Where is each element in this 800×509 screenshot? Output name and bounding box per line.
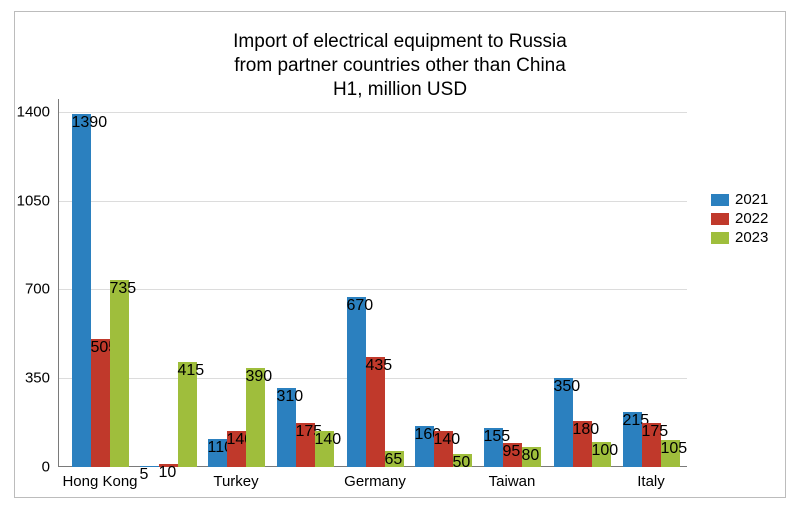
chart-title-line: Import of electrical equipment to Russia: [15, 30, 785, 54]
legend-swatch: [711, 194, 729, 206]
bar: 215: [623, 412, 642, 467]
legend-item: 2023: [711, 229, 768, 246]
bar: 5: [140, 466, 159, 467]
gridline: [58, 201, 687, 202]
y-tick-label: 700: [25, 281, 50, 298]
bar: 140: [227, 431, 246, 467]
bar: 140: [315, 431, 334, 467]
bar: 390: [246, 368, 265, 467]
bar: 110: [208, 439, 227, 467]
bar: 50: [453, 454, 472, 467]
bar: 140: [434, 431, 453, 467]
chart-title-line: from partner countries other than China: [15, 54, 785, 78]
bar: 435: [366, 357, 385, 467]
bar: 180: [573, 421, 592, 467]
x-tick-label: Taiwan: [489, 473, 536, 490]
legend-swatch: [711, 232, 729, 244]
bar: 65: [385, 451, 404, 467]
bar: 175: [642, 423, 661, 467]
chart-title: Import of electrical equipment to Russia…: [15, 30, 785, 101]
x-tick-label: Hong Kong: [62, 473, 137, 490]
legend-label: 2023: [735, 229, 768, 246]
gridline: [58, 289, 687, 290]
bar: 175: [296, 423, 315, 467]
y-axis: [58, 99, 59, 467]
bar: 95: [503, 443, 522, 467]
bar: 155: [484, 428, 503, 467]
bar: 350: [554, 378, 573, 467]
bar: 310: [277, 388, 296, 467]
legend-item: 2022: [711, 210, 768, 227]
bar: 100: [592, 442, 611, 467]
x-tick-label: Turkey: [213, 473, 258, 490]
y-tick-label: 0: [42, 459, 50, 476]
bar: 10: [159, 464, 178, 467]
bar: 105: [661, 440, 680, 467]
legend-label: 2021: [735, 191, 768, 208]
bar: 80: [522, 447, 541, 467]
x-tick-label: Germany: [344, 473, 406, 490]
bar: 670: [347, 297, 366, 467]
chart-frame: Import of electrical equipment to Russia…: [14, 11, 786, 498]
y-tick-label: 1050: [17, 192, 50, 209]
plot-area: 0350700105014001390505735510415110140390…: [58, 99, 687, 467]
chart-title-line: H1, million USD: [15, 78, 785, 102]
gridline: [58, 112, 687, 113]
bar: 505: [91, 339, 110, 467]
legend-swatch: [711, 213, 729, 225]
bar: 1390: [72, 114, 91, 467]
bar: 160: [415, 426, 434, 467]
legend-label: 2022: [735, 210, 768, 227]
x-tick-label: Italy: [637, 473, 665, 490]
y-tick-label: 1400: [17, 103, 50, 120]
bar: 415: [178, 362, 197, 467]
y-tick-label: 350: [25, 370, 50, 387]
bar: 735: [110, 280, 129, 467]
legend-item: 2021: [711, 191, 768, 208]
legend: 2021 2022 2023: [711, 191, 768, 248]
